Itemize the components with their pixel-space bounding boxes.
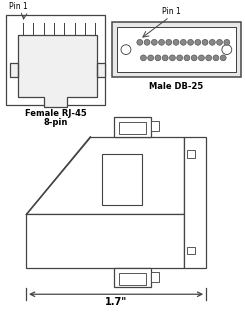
Circle shape bbox=[155, 55, 161, 61]
Circle shape bbox=[173, 39, 179, 45]
Circle shape bbox=[209, 39, 215, 45]
Polygon shape bbox=[26, 137, 184, 214]
Circle shape bbox=[224, 39, 230, 45]
Circle shape bbox=[198, 55, 204, 61]
Bar bbox=[151, 272, 159, 282]
Bar bbox=[112, 22, 241, 77]
Text: 1.7": 1.7" bbox=[105, 297, 127, 307]
Circle shape bbox=[213, 55, 219, 61]
Bar bbox=[151, 121, 159, 131]
Circle shape bbox=[217, 39, 222, 45]
Circle shape bbox=[222, 45, 232, 54]
Bar bbox=[114, 268, 151, 287]
Polygon shape bbox=[10, 35, 105, 107]
Circle shape bbox=[140, 55, 147, 61]
Circle shape bbox=[220, 55, 226, 61]
Bar bbox=[117, 27, 236, 73]
Circle shape bbox=[159, 39, 165, 45]
Bar bbox=[119, 273, 146, 285]
Circle shape bbox=[195, 39, 201, 45]
Circle shape bbox=[170, 55, 175, 61]
Circle shape bbox=[151, 39, 157, 45]
Bar bbox=[102, 154, 142, 205]
Bar bbox=[119, 122, 146, 134]
Bar bbox=[26, 214, 184, 268]
Circle shape bbox=[148, 55, 154, 61]
Bar bbox=[184, 137, 206, 268]
Text: Pin 1: Pin 1 bbox=[9, 2, 28, 11]
Circle shape bbox=[121, 45, 131, 54]
Circle shape bbox=[202, 39, 208, 45]
Circle shape bbox=[144, 39, 150, 45]
Text: Male DB-25: Male DB-25 bbox=[149, 82, 204, 91]
Text: Female RJ-45: Female RJ-45 bbox=[25, 109, 87, 118]
Circle shape bbox=[184, 55, 190, 61]
Bar bbox=[6, 15, 105, 105]
Circle shape bbox=[166, 39, 172, 45]
Circle shape bbox=[191, 55, 197, 61]
Circle shape bbox=[188, 39, 194, 45]
Circle shape bbox=[137, 39, 143, 45]
Circle shape bbox=[177, 55, 183, 61]
Bar bbox=[187, 246, 195, 254]
Text: Pin 1: Pin 1 bbox=[161, 7, 180, 16]
Circle shape bbox=[162, 55, 168, 61]
Bar bbox=[187, 150, 195, 158]
Text: 8-pin: 8-pin bbox=[44, 118, 68, 127]
Circle shape bbox=[180, 39, 186, 45]
Circle shape bbox=[206, 55, 212, 61]
Bar bbox=[114, 117, 151, 137]
